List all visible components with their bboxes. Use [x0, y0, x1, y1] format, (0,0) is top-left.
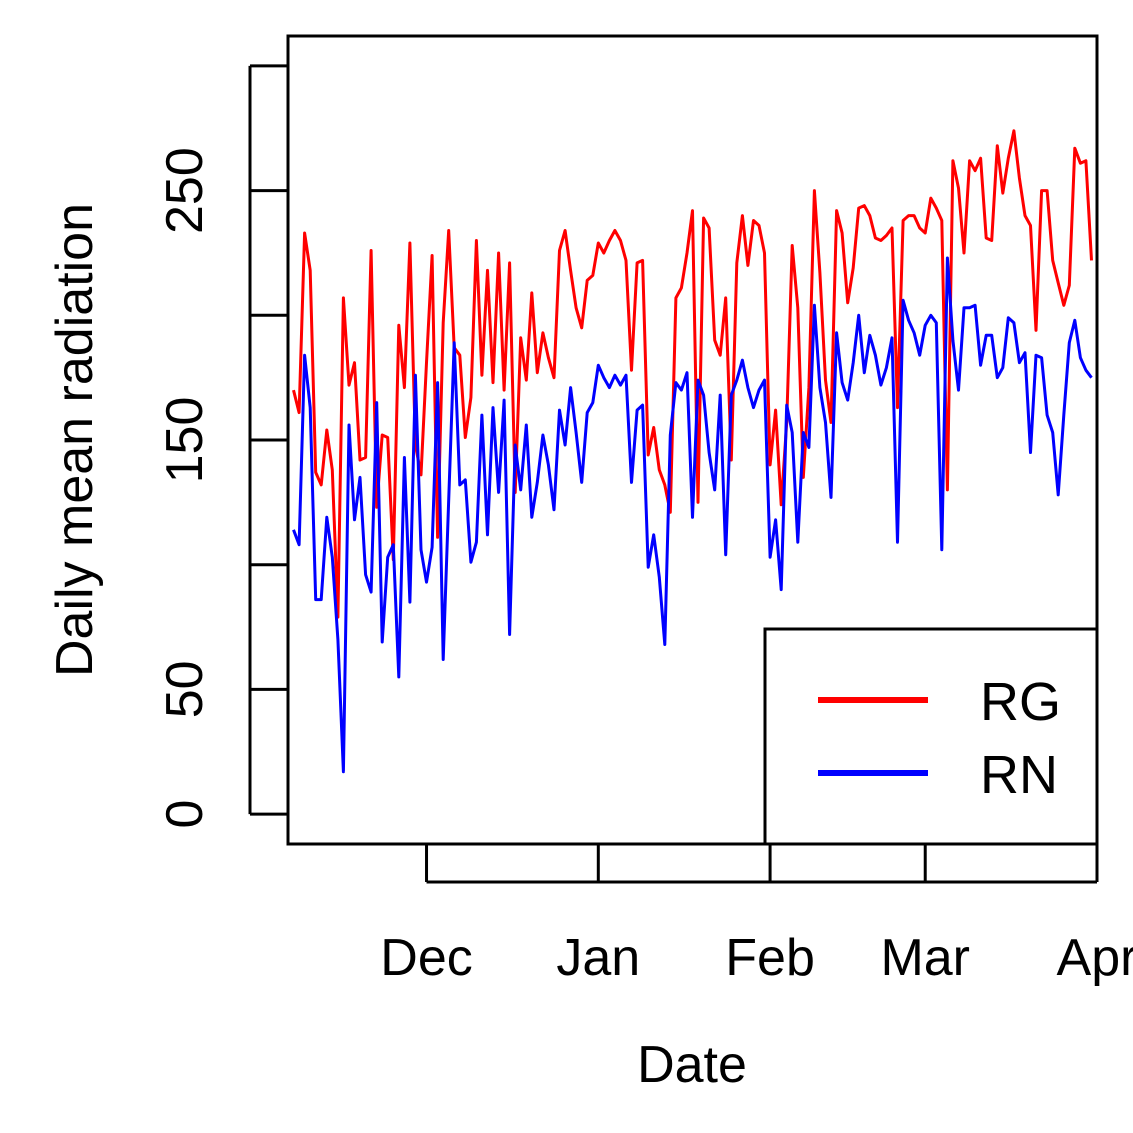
y-tick-label-50: 50	[156, 660, 214, 718]
y-tick-label-150: 150	[156, 397, 214, 484]
x-tick-label-feb: Feb	[725, 929, 815, 987]
series-line-rg	[292, 129, 1093, 619]
x-tick-label-apr: Apr	[1057, 929, 1133, 987]
x-tick-label-jan: Jan	[556, 929, 640, 987]
legend: RG RN	[763, 627, 1099, 846]
x-tick-label-dec: Dec	[380, 929, 472, 987]
y-axis: 0 50 150 250	[156, 64, 288, 829]
y-axis-title: Daily mean radiation	[46, 203, 104, 677]
y-tick-label-0: 0	[156, 800, 214, 829]
x-axis: Dec Jan Feb Mar Apr	[380, 844, 1133, 987]
series-line-rn	[292, 256, 1093, 774]
x-tick-label-mar: Mar	[880, 929, 970, 987]
x-axis-title: Date	[637, 1036, 747, 1094]
legend-label-rg: RG	[980, 672, 1061, 732]
legend-label-rn: RN	[980, 745, 1058, 805]
legend-box	[763, 627, 1099, 846]
y-tick-label-250: 250	[156, 147, 214, 234]
series-layer	[292, 129, 1093, 774]
